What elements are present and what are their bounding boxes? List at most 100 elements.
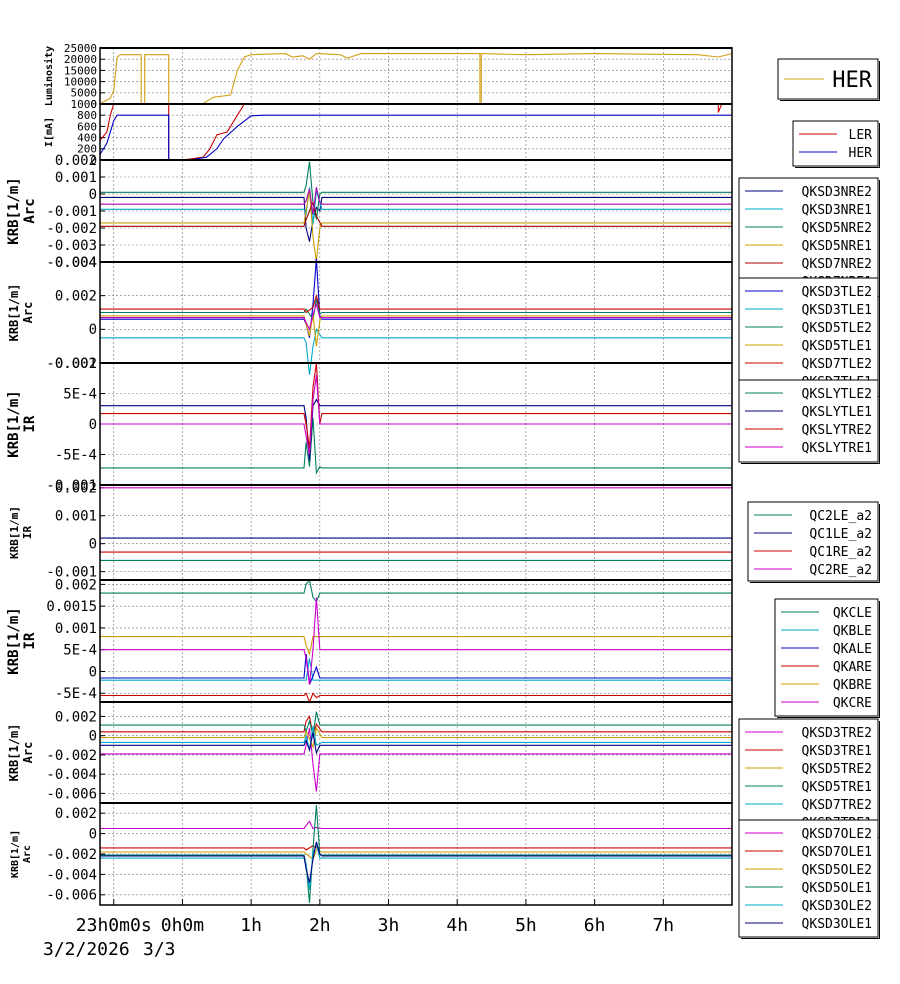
legend-label: QKSLYTLE1 xyxy=(802,405,872,420)
legend-box xyxy=(774,598,879,717)
y-axis-label: Luminosity xyxy=(43,46,55,106)
y-tick-label: 5E-4 xyxy=(63,643,97,659)
y-tick-label: 0 xyxy=(89,322,97,338)
y-tick-label: 0 xyxy=(89,664,97,680)
y-axis-label: KRB[1/m] xyxy=(8,506,21,559)
y-axis-label: KRB[1/m] xyxy=(6,177,22,244)
legend-label: QKSD3NRE2 xyxy=(802,185,872,200)
y-tick-label: 15000 xyxy=(64,64,97,77)
legend-label: QKSLYTLE2 xyxy=(802,387,872,402)
y-tick-label: -0.002 xyxy=(46,221,97,237)
y-tick-label: 600 xyxy=(77,120,97,133)
panel-frame xyxy=(99,701,733,804)
y-tick-label: 0.002 xyxy=(55,806,97,822)
y-axis-label-secondary: IR xyxy=(22,415,38,432)
y-tick-label: 400 xyxy=(77,131,97,144)
y-axis-label: KRB[1/m] xyxy=(6,607,22,674)
y-tick-label: 0 xyxy=(89,827,97,843)
legend-label: QKSD5NRE1 xyxy=(802,239,872,254)
series-line-qkslytre1 xyxy=(100,375,732,455)
x-tick-label: 3h xyxy=(378,915,400,936)
x-tick-label: 1h xyxy=(240,915,262,936)
y-tick-label: -0.001 xyxy=(46,565,97,581)
date-label-start: 3/2/2026 xyxy=(43,939,130,960)
x-tick-label: 0h0m xyxy=(161,915,204,936)
panel-frame xyxy=(99,47,733,105)
legend-box xyxy=(738,379,879,463)
y-tick-label: 0 xyxy=(90,98,97,111)
legend-label: QKSD7NRE2 xyxy=(802,257,872,272)
y-tick-label: 0.004 xyxy=(55,255,97,271)
legend-label: QKSD3TRE1 xyxy=(802,744,872,759)
y-tick-label: 0.002 xyxy=(55,709,97,725)
legend-label: QKSD5OLE2 xyxy=(802,863,872,878)
y-tick-label: 0.002 xyxy=(55,481,97,497)
y-tick-label: -0.003 xyxy=(46,238,97,254)
y-axis-label-secondary: IR xyxy=(21,526,34,540)
series-line-qksd7ole2 xyxy=(100,820,732,830)
legend-label: QKSD5TLE1 xyxy=(802,339,872,354)
series-line-qksd3tle1 xyxy=(100,327,732,375)
series-line-her xyxy=(99,53,733,105)
legend-label: QKSD3OLE1 xyxy=(802,917,872,932)
y-tick-label: 0.001 xyxy=(55,621,97,637)
panel-frame xyxy=(99,579,733,703)
y-axis-label: KRB[1/m] xyxy=(7,724,21,782)
y-tick-label: -0.006 xyxy=(46,888,97,904)
legend-box xyxy=(738,177,879,296)
legend-label: QKSD7OLE1 xyxy=(802,845,872,860)
y-axis-label-secondary: Arc xyxy=(21,302,35,324)
x-tick-label: 4h xyxy=(446,915,468,936)
y-tick-label: -0.002 xyxy=(46,356,97,372)
legend-label: QKBLE xyxy=(833,624,872,639)
y-tick-label: -0.002 xyxy=(46,847,97,863)
series-line-qksd7tre2 xyxy=(100,725,732,751)
legend-label: QKSD7TLE2 xyxy=(802,357,872,372)
series-line-qksd3tre1 xyxy=(100,715,732,736)
series-line-qksd3ole2 xyxy=(100,841,732,890)
legend-label: QC2LE_a2 xyxy=(809,509,872,524)
legend-label: QKSD3TLE2 xyxy=(802,285,872,300)
y-tick-label: 0 xyxy=(89,187,97,203)
series-line-qksd3tle2 xyxy=(100,258,732,338)
legend-label: QKCRE xyxy=(833,696,872,711)
y-tick-label: 5000 xyxy=(71,87,98,100)
series-line-qkble xyxy=(100,658,732,681)
legend-label: QKSLYTRE1 xyxy=(802,441,872,456)
series-line-qksd3ole1 xyxy=(100,841,732,883)
y-tick-label: -0.004 xyxy=(46,867,97,883)
legend-label: QC2RE_a2 xyxy=(809,563,872,578)
legend-label: QKSD5TRE1 xyxy=(802,780,872,795)
y-tick-label: -5E-4 xyxy=(55,686,97,702)
legend-box xyxy=(738,819,879,938)
y-axis-label: KRB[1/m] xyxy=(6,390,22,457)
y-tick-label: 800 xyxy=(77,109,97,122)
y-tick-label: 0 xyxy=(89,537,97,553)
y-tick-label: 0.0015 xyxy=(46,599,97,615)
y-tick-label: 0.002 xyxy=(55,153,97,169)
legend-label: QKSD5NRE2 xyxy=(802,221,872,236)
x-tick-label: 7h xyxy=(652,915,674,936)
legend-label: HER xyxy=(849,146,873,161)
series-line-qkcle xyxy=(100,578,732,603)
series-line-qkcre xyxy=(100,597,732,685)
y-axis-label-secondary: Arc xyxy=(21,742,35,764)
series-line-qksd3tre2 xyxy=(100,727,732,792)
legend-label: QKARE xyxy=(833,660,872,675)
legend-label: QC1RE_a2 xyxy=(809,545,872,560)
legend-label: QKSD5TRE2 xyxy=(802,762,872,777)
y-tick-label: -0.004 xyxy=(46,767,97,783)
y-tick-label: 25000 xyxy=(64,42,97,55)
y-tick-label: 20000 xyxy=(64,53,97,66)
series-line-qksd7nre2 xyxy=(100,200,732,227)
series-line-qkslytle2 xyxy=(100,417,732,475)
legend-label: QKCLE xyxy=(833,606,872,621)
legend-label: QC1LE_a2 xyxy=(809,527,872,542)
series-line-ler xyxy=(99,103,732,161)
y-tick-label: 0.002 xyxy=(55,289,97,305)
legend-label: QKSD5TLE2 xyxy=(802,321,872,336)
panel-frame xyxy=(99,484,733,581)
y-tick-label: 0.001 xyxy=(55,170,97,186)
y-tick-label: 200 xyxy=(77,143,97,156)
